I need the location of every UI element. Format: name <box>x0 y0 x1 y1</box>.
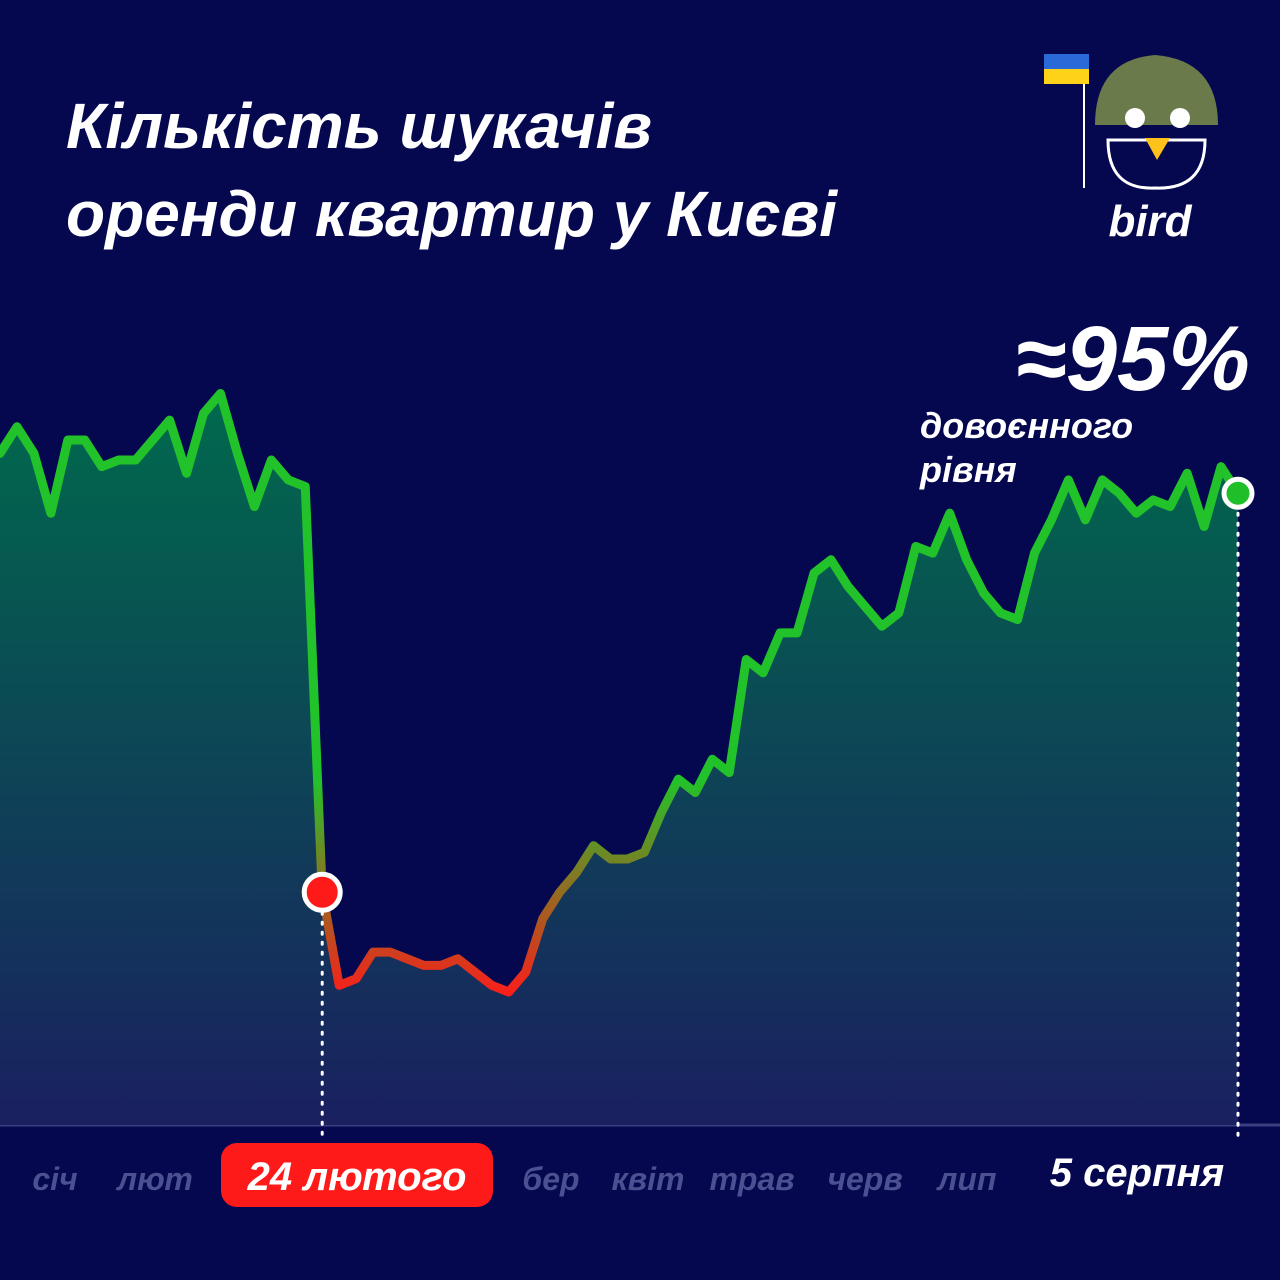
logo-icon <box>1044 54 1218 190</box>
annotation-text: рівня <box>919 449 1017 490</box>
marker-point <box>301 871 343 913</box>
chart-title: оренди квартир у Києві <box>66 178 838 250</box>
annotation-text: довоєнного <box>920 405 1133 446</box>
chart-title: Кількість шукачів <box>66 90 652 162</box>
line <box>0 389 1243 997</box>
marker-point <box>1221 476 1255 510</box>
x-tick-label: черв <box>827 1161 902 1197</box>
x-tick-label: квіт <box>612 1161 685 1197</box>
logo-text: bird <box>1108 197 1192 246</box>
x-tick-label: січ <box>32 1161 77 1197</box>
annotation-headline: ≈95% <box>1015 308 1250 410</box>
area <box>0 393 1238 1125</box>
marker-label: 24 лютого <box>247 1155 467 1199</box>
x-tick-label: трав <box>709 1161 794 1197</box>
x-tick-label: лип <box>936 1161 997 1197</box>
x-tick-label: бер <box>522 1161 579 1197</box>
x-tick-label: лют <box>115 1161 193 1197</box>
marker-label: 5 серпня <box>1050 1151 1224 1195</box>
marker-label-pill <box>221 1143 493 1207</box>
